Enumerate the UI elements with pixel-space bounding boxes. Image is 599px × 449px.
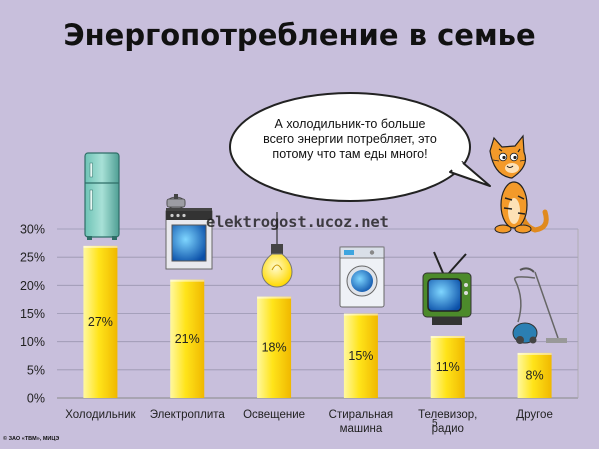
y-tick-label: 5% xyxy=(27,363,45,377)
x-tick-label: Освещение xyxy=(243,409,305,421)
bar-highlight xyxy=(83,245,118,248)
x-tick-label: Другое xyxy=(516,409,553,421)
bar-value-labels: 27% 21% 18% 15% 11% 8% xyxy=(88,315,544,383)
stove-icon xyxy=(165,194,213,270)
watermark-text: elektrogost.ucoz.net xyxy=(206,213,389,231)
x-tick-label: Телевизор, xyxy=(418,409,477,421)
y-tick-label: 30% xyxy=(20,223,45,237)
bar-value-label: 18% xyxy=(262,340,287,354)
bar xyxy=(257,296,292,398)
fridge-icon xyxy=(84,152,120,240)
grid-lines xyxy=(57,228,578,371)
x-axis-ticks: Холодильник Электроплита Освещение Стиральн… xyxy=(65,409,553,435)
copyright-text: © ЗАО «ТВМ», МИЦЭ xyxy=(3,436,60,442)
speech-bubble-text: А холодильник-то больше всего энергии по… xyxy=(263,117,437,161)
y-tick-label: 0% xyxy=(27,392,45,406)
bar-value-label: 8% xyxy=(526,368,544,382)
bar-highlight xyxy=(430,336,465,339)
bar-value-label: 27% xyxy=(88,315,113,329)
washing-machine-icon xyxy=(339,246,385,308)
y-tick-label: 10% xyxy=(20,335,45,349)
bars xyxy=(83,245,552,398)
bar xyxy=(343,313,378,398)
bar-highlight xyxy=(517,352,552,355)
bar xyxy=(517,352,552,398)
x-tick-label: Стиральная xyxy=(329,409,393,421)
bar xyxy=(430,336,465,398)
bar xyxy=(170,279,205,398)
speech-bubble xyxy=(229,92,491,202)
bar-value-label: 21% xyxy=(175,332,200,346)
x-tick-label: Электроплита xyxy=(150,409,226,421)
bar-value-label: 15% xyxy=(348,349,373,363)
light-bulb-icon xyxy=(261,212,293,288)
x-tick-label: машина xyxy=(340,423,383,435)
x-tick-label: Холодильник xyxy=(65,409,136,421)
tv-icon xyxy=(422,251,472,325)
y-tick-label: 15% xyxy=(20,307,45,321)
page-title: Энергопотребление в семье xyxy=(63,18,536,52)
x-tick-label: радио xyxy=(432,423,464,435)
vacuum-cleaner-icon xyxy=(512,267,567,344)
bar-highlight xyxy=(343,313,378,316)
y-axis-ticks: 0% 5% 10% 15% 20% 25% 30% xyxy=(20,223,45,406)
bar xyxy=(83,245,118,398)
y-tick-label: 20% xyxy=(20,279,45,293)
page-number: 5 xyxy=(432,418,438,429)
cat-icon xyxy=(489,134,549,234)
bar-value-label: 11% xyxy=(436,360,460,374)
bar-highlight xyxy=(170,279,205,282)
bar-highlight xyxy=(257,296,292,299)
y-tick-label: 25% xyxy=(20,251,45,265)
